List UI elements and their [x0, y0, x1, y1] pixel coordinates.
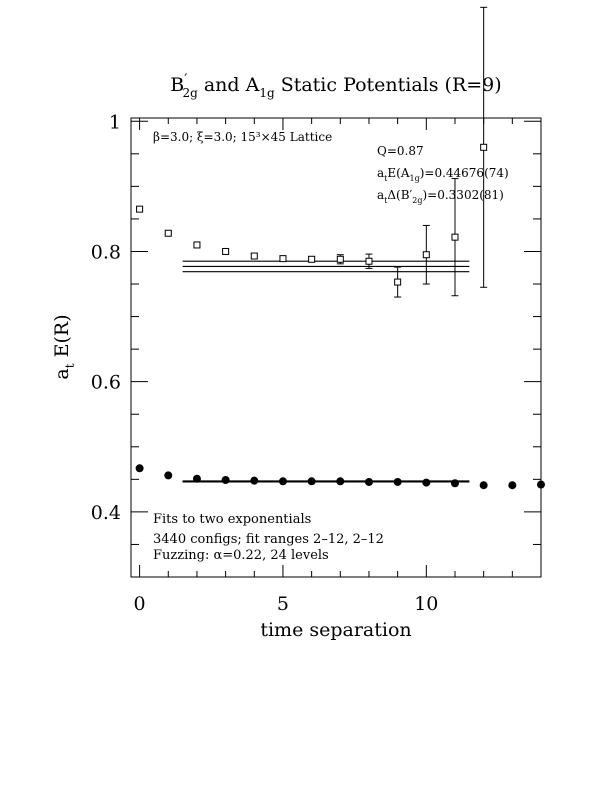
data-point-a1g	[164, 471, 173, 480]
x-tick-label: 10	[414, 593, 438, 615]
data-point-a1g	[479, 481, 488, 490]
energy-mid: E(A	[387, 166, 409, 180]
gap-mid: Δ(B′	[387, 188, 412, 202]
ylabel-a: a	[51, 368, 73, 379]
data-point-b2g	[164, 229, 172, 237]
gap-mid-sub: 2g	[412, 196, 422, 205]
data-point-b2g	[136, 205, 144, 213]
data-point-a1g	[336, 477, 345, 486]
data-point-a1g	[307, 477, 316, 486]
title-a-sub: 1g	[259, 86, 275, 100]
data-point-a1g	[393, 477, 402, 486]
x-axis-label: time separation	[260, 619, 411, 641]
title-a: A	[245, 74, 260, 96]
energy-pre: a	[377, 166, 384, 180]
data-point-b2g	[480, 143, 488, 151]
data-point-b2g	[222, 247, 230, 255]
plot-frame	[130, 117, 542, 578]
data-point-b2g	[422, 251, 430, 259]
tick-labels: 0 5 10 0.4 0.6 0.8 1	[91, 111, 439, 615]
title-rest: Static Potentials (R=9)	[275, 74, 502, 96]
gap-pre: a	[377, 188, 384, 202]
annotation-fits: Fits to two exponentials	[153, 512, 311, 527]
title-b: B	[170, 74, 184, 96]
energy-mid-sub: 1g	[409, 174, 419, 183]
energy-post: )=0.44676(74)	[420, 166, 509, 180]
x-tick-label: 5	[277, 593, 289, 615]
data-point-b2g	[336, 255, 344, 263]
annotation-q: Q=0.87	[377, 144, 424, 158]
ylabel-rest: E(R)	[51, 314, 73, 363]
data-point-a1g	[364, 477, 373, 486]
axis-ticks	[131, 118, 542, 577]
y-tick-label: 0.6	[91, 372, 121, 394]
gap-post: )=0.3302(81)	[422, 188, 503, 202]
annotation-lattice: β=3.0; ξ=3.0; 15³×45 Lattice	[153, 130, 332, 144]
chart-title: B′ 2g and A1g Static Potentials (R=9)	[170, 72, 501, 100]
data-point-b2g	[279, 255, 287, 263]
data-point-a1g	[450, 479, 459, 488]
data-point-b2g	[451, 233, 459, 241]
data-point-a1g	[278, 477, 287, 486]
data-point-a1g	[250, 476, 259, 485]
fit-bands	[182, 260, 470, 483]
title-and: and	[198, 74, 246, 96]
annotation-configs: 3440 configs; fit ranges 2–12, 2–12	[153, 532, 384, 547]
y-axis-label: at E(R)	[51, 314, 77, 379]
title-b-sub: 2g	[182, 86, 198, 100]
data-point-a1g	[537, 480, 545, 489]
data-point-a1g	[221, 475, 230, 484]
x-tick-label: 0	[134, 593, 146, 615]
data-points	[135, 143, 545, 490]
data-point-b2g	[365, 257, 373, 265]
data-point-b2g	[394, 278, 402, 286]
y-tick-label: 1	[109, 111, 121, 133]
data-point-a1g	[192, 474, 201, 483]
y-tick-label: 0.8	[91, 241, 121, 263]
energy-pre-sub: t	[384, 174, 388, 183]
data-point-b2g	[308, 255, 316, 263]
annotation-fuzzing: Fuzzing: α=0.22, 24 levels	[153, 548, 329, 563]
error-bars	[136, 6, 488, 298]
gap-pre-sub: t	[384, 196, 388, 205]
y-tick-label: 0.4	[91, 502, 121, 524]
annotation-energy: atE(A1g)=0.44676(74)	[377, 166, 509, 183]
annotation-gap: atΔ(B′2g)=0.3302(81)	[377, 188, 504, 205]
data-point-b2g	[193, 241, 201, 249]
data-point-a1g	[422, 478, 431, 487]
ylabel-sub: t	[63, 363, 77, 368]
data-point-a1g	[135, 464, 144, 473]
title-b-prime: ′	[184, 72, 187, 88]
data-point-a1g	[508, 481, 517, 490]
data-point-b2g	[250, 252, 258, 260]
plot-border	[130, 117, 542, 578]
